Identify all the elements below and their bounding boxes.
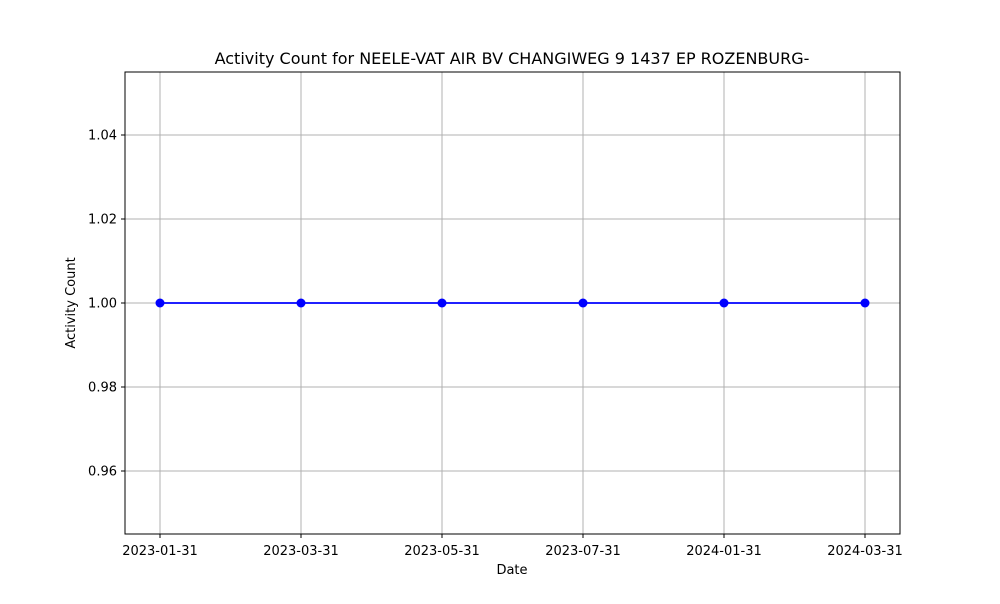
y-axis-label: Activity Count [64, 257, 79, 348]
x-tick-label: 2024-03-31 [827, 544, 903, 559]
y-tick-label: 1.00 [88, 297, 117, 312]
x-axis-label: Date [496, 563, 527, 578]
x-tick-label: 2023-01-31 [122, 544, 198, 559]
data-point [719, 298, 729, 308]
data-point [578, 298, 588, 308]
x-tick-label: 2024-01-31 [686, 544, 762, 559]
x-tick-label: 2023-05-31 [404, 544, 480, 559]
data-point [860, 298, 870, 308]
series-layer [155, 298, 870, 308]
data-point [296, 298, 306, 308]
y-tick-label: 0.98 [88, 381, 117, 396]
data-point [437, 298, 447, 308]
data-point [155, 298, 165, 308]
chart-title: Activity Count for NEELE-VAT AIR BV CHAN… [215, 49, 810, 68]
x-tick-label: 2023-07-31 [545, 544, 621, 559]
y-tick-label: 1.04 [88, 129, 117, 144]
x-tick-label: 2023-03-31 [263, 544, 339, 559]
y-tick-label: 1.02 [88, 213, 117, 228]
axis-ticks: 2023-01-31 2023-03-31 2023-05-31 2023-07-31… [88, 129, 903, 560]
y-tick-label: 0.96 [88, 465, 117, 480]
